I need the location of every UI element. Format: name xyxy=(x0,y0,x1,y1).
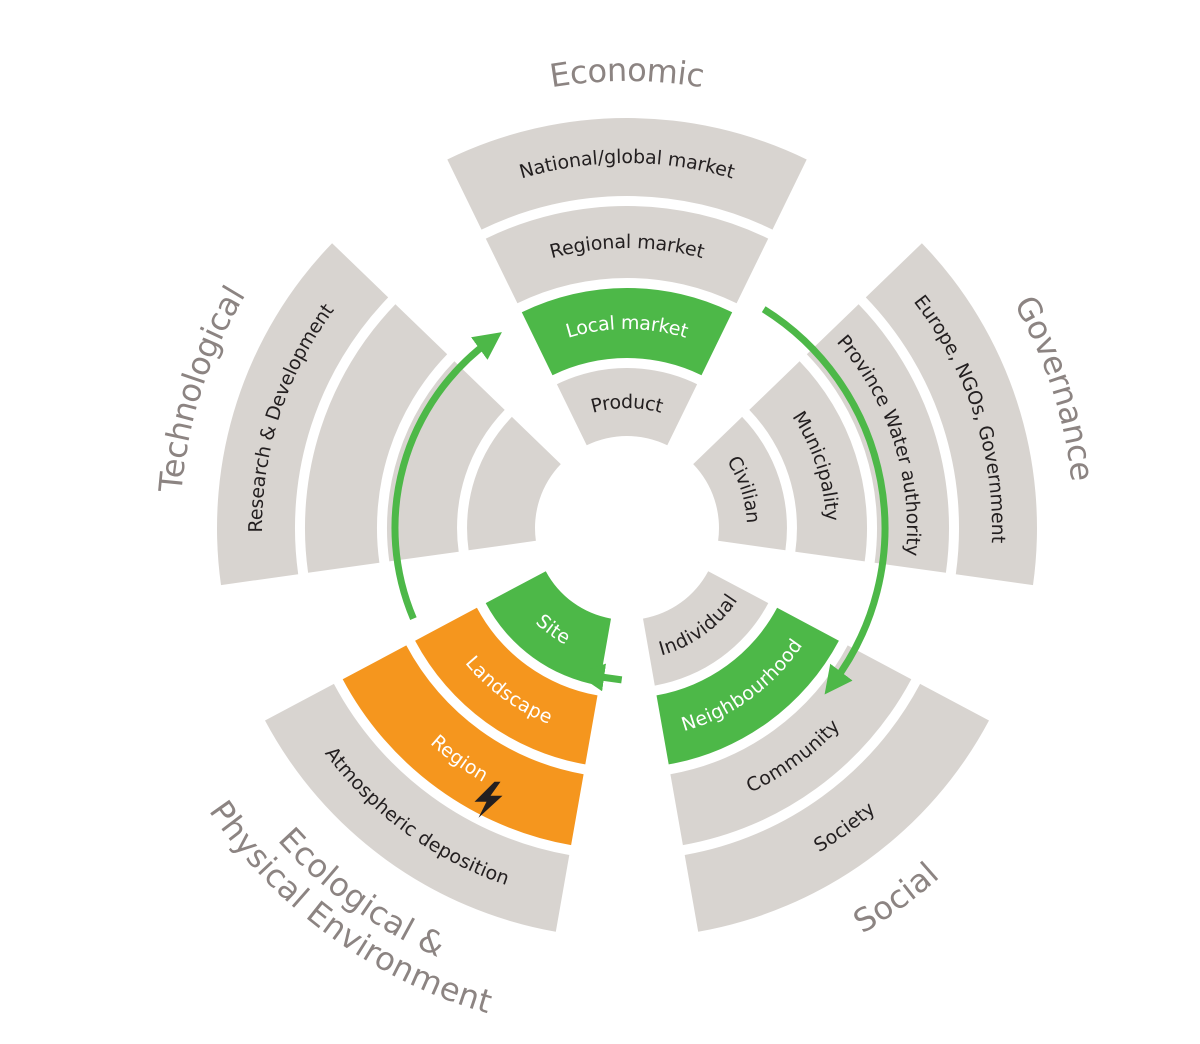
segment-research-development xyxy=(217,243,389,586)
segment-province-water-authority xyxy=(806,304,950,573)
segments-layer xyxy=(217,118,1037,932)
segment-atmospheric-deposition xyxy=(265,683,570,932)
segment-europe-ngos-government xyxy=(865,243,1037,586)
segment-technological-ring-3 xyxy=(304,304,448,573)
segment-civilian xyxy=(693,416,787,551)
arrow-neighbourhood-to-landscape xyxy=(576,663,623,692)
dimension-economic: Economic xyxy=(547,51,707,95)
segment-region xyxy=(342,645,584,846)
segment-society xyxy=(684,683,989,932)
segment-municipality xyxy=(749,361,868,562)
segment-site xyxy=(485,571,611,686)
arrows-layer xyxy=(391,306,889,695)
segment-product xyxy=(556,368,698,446)
segment-technological-ring-1 xyxy=(467,416,561,551)
arrow-local-market-to-neighbourhood xyxy=(761,306,889,695)
dimension-social: Social xyxy=(847,854,946,940)
segment-national-global-market xyxy=(447,118,807,230)
segment-neighbourhood xyxy=(656,607,839,765)
segment-landscape xyxy=(415,607,598,765)
segment-individual xyxy=(643,571,769,686)
markers-layer xyxy=(474,781,503,818)
segment-regional-market xyxy=(485,205,769,304)
lightning-icon xyxy=(474,781,503,818)
segment-community xyxy=(670,645,912,846)
segment-local-market xyxy=(521,288,733,376)
segment-technological-ring-2 xyxy=(386,361,505,562)
arrow-site-to-local-market xyxy=(391,332,502,620)
